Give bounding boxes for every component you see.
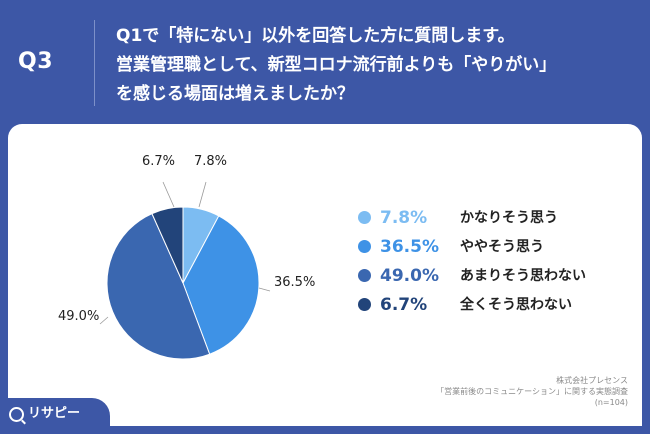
- question-number: Q3: [18, 49, 54, 74]
- leader-line: [198, 181, 207, 208]
- pie-slice: [182, 215, 260, 355]
- legend-item: 6.7% 全くそう思わない: [356, 291, 626, 320]
- credit-company: 株式会社プレセンス: [556, 376, 628, 385]
- slice-data-label: 49.0%: [58, 309, 100, 324]
- legend-label: かなりそう思う: [460, 210, 558, 226]
- slice-data-label: 6.7%: [142, 154, 176, 169]
- leader-line: [99, 316, 109, 325]
- magnifier-icon: [9, 407, 24, 422]
- leader-line: [162, 181, 175, 208]
- legend-swatch: [358, 269, 371, 282]
- question-text: Q1で「特にない」以外を回答した方に質問します。 営業管理職として、新型コロナ流…: [116, 22, 636, 109]
- slice-data-label: 7.8%: [194, 154, 228, 169]
- pie-slice: [106, 212, 211, 360]
- legend-swatch: [358, 240, 371, 253]
- legend-swatch: [358, 211, 371, 224]
- source-credit: 株式会社プレセンス 「営業前後のコミュニケーション」に関する実態調査 (n=10…: [308, 375, 628, 408]
- pie-slice: [151, 206, 184, 284]
- leader-line: [258, 287, 271, 292]
- legend-label: ややそう思う: [460, 239, 544, 255]
- slice-data-label: 36.5%: [274, 275, 316, 290]
- legend-percent: 49.0%: [380, 266, 439, 286]
- credit-sample-size: (n=104): [594, 398, 628, 407]
- legend-percent: 6.7%: [380, 295, 428, 315]
- question-line: 営業管理職として、新型コロナ流行前よりも「やりがい」: [116, 55, 557, 75]
- question-line: Q1で「特にない」以外を回答した方に質問します。: [116, 26, 515, 46]
- credit-survey: 「営業前後のコミュニケーション」に関する実態調査: [436, 387, 628, 396]
- legend-item: 49.0% あまりそう思わない: [356, 262, 626, 291]
- logo-text: リサピー: [28, 406, 81, 421]
- legend-item: 36.5% ややそう思う: [356, 233, 626, 262]
- brand-logo: リサピー: [0, 398, 110, 434]
- header-divider: [94, 20, 95, 106]
- legend-percent: 7.8%: [380, 208, 428, 228]
- legend-item: 7.8% かなりそう思う: [356, 204, 626, 233]
- question-line: を感じる場面は増えましたか？: [116, 84, 354, 104]
- legend: 7.8% かなりそう思う 36.5% ややそう思う 49.0% あまりそう思わな…: [356, 204, 626, 320]
- legend-swatch: [358, 298, 371, 311]
- legend-percent: 36.5%: [380, 237, 439, 257]
- header: Q3 Q1で「特にない」以外を回答した方に質問します。 営業管理職として、新型コ…: [0, 0, 650, 122]
- legend-label: 全くそう思わない: [460, 297, 572, 313]
- legend-label: あまりそう思わない: [460, 268, 586, 284]
